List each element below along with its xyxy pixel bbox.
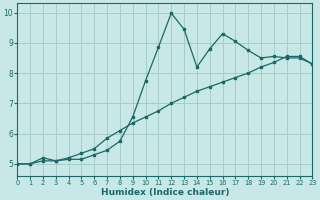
X-axis label: Humidex (Indice chaleur): Humidex (Indice chaleur)	[100, 188, 229, 197]
